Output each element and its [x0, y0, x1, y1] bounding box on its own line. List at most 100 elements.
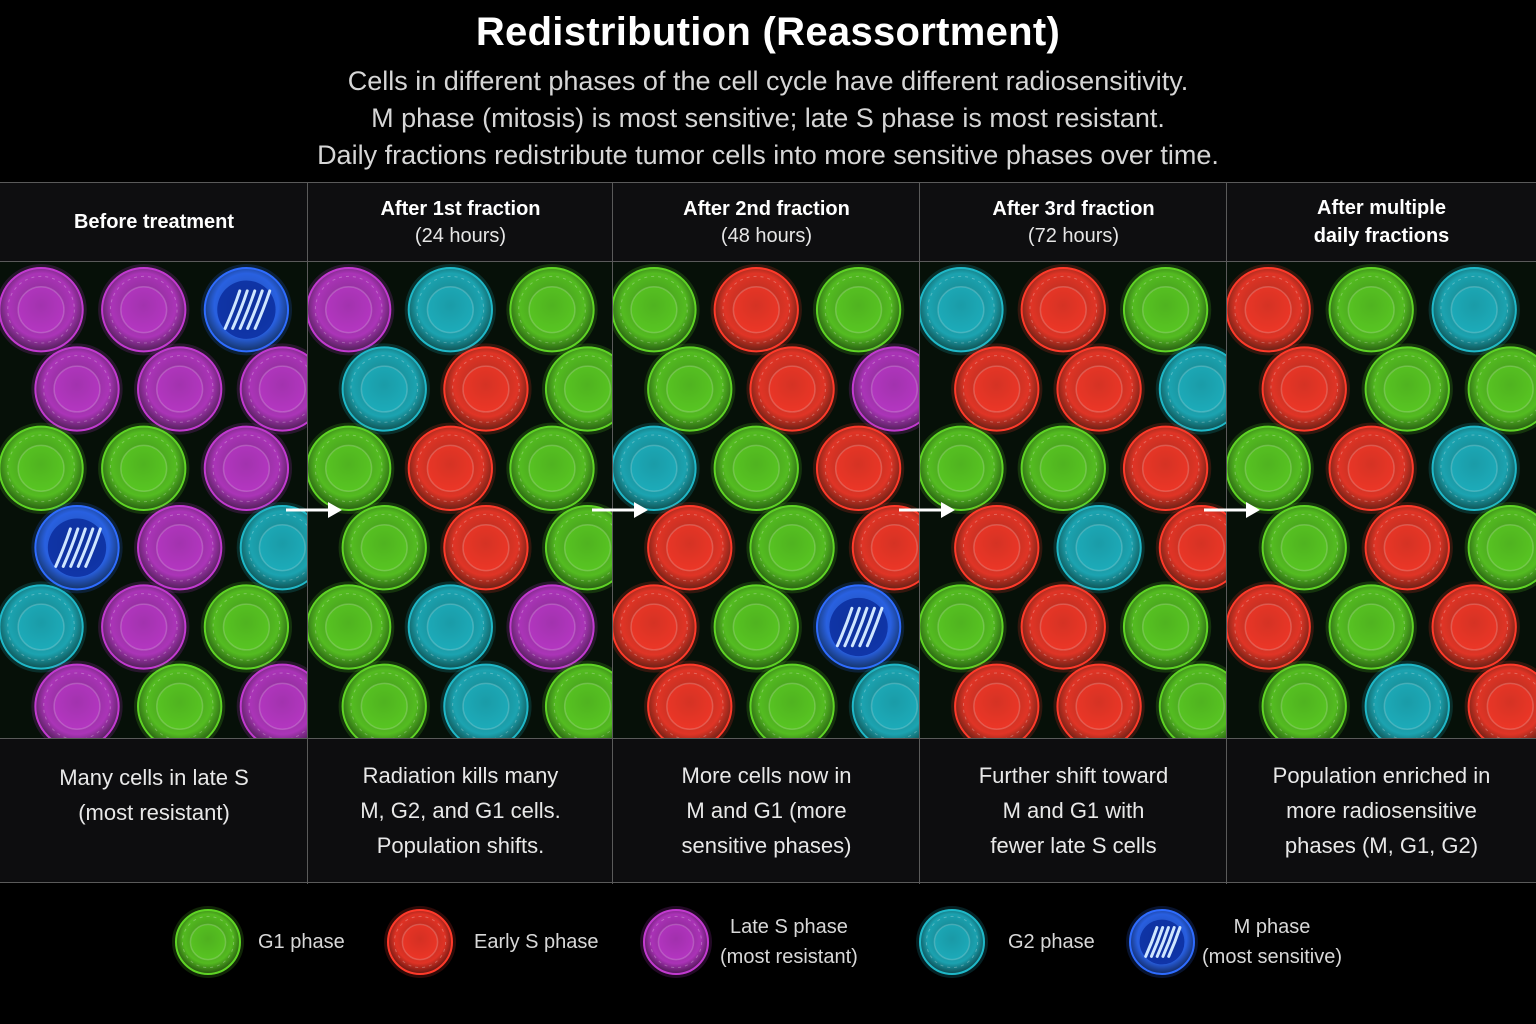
cell-earlys [812, 422, 905, 514]
column-header-multiple-fractions: After multiple daily fractions [1227, 182, 1536, 262]
cell-g2 [1428, 422, 1520, 514]
cell-m [812, 581, 905, 673]
early-s-cell-icon [384, 906, 456, 978]
cell-g1 [1119, 264, 1212, 356]
column-subtitle: (48 hours) [720, 225, 813, 247]
cell-earlys [1258, 343, 1350, 435]
cell-earlys [1227, 264, 1314, 356]
cell-g1 [920, 422, 1007, 514]
arrow-right-icon [1204, 502, 1260, 518]
cell-g1 [1258, 502, 1350, 594]
caption-text: Many cells in late S (most resistant) [59, 764, 249, 825]
caption-fraction-3: Further shift toward M and G1 with fewer… [920, 738, 1227, 883]
m-cell-icon [1126, 906, 1198, 978]
column-subtitle: daily fractions [1313, 225, 1450, 247]
cell-g1 [1325, 264, 1417, 356]
cell-g1 [1227, 422, 1314, 514]
column-title: Before treatment [73, 211, 235, 233]
cell-g2 [0, 581, 87, 673]
cell-earlys [1053, 660, 1145, 738]
cell-g1 [200, 581, 293, 673]
subtitle-line-2: M phase (mitosis) is most sensitive; lat… [371, 103, 1165, 133]
cell-g1 [1325, 581, 1417, 673]
cell-g1 [506, 264, 598, 356]
cell-lates [848, 343, 920, 435]
cell-lates [200, 422, 293, 514]
cell-field [920, 262, 1227, 738]
g1-cell-icon [172, 906, 244, 978]
cell-field [0, 262, 308, 738]
cell-earlys [1227, 581, 1314, 673]
cell-g2 [1053, 502, 1145, 594]
cell-earlys [1053, 343, 1145, 435]
legend-label: Early S phase [474, 931, 599, 953]
late-s-cell-icon [640, 906, 712, 978]
legend-item-m: M phase (most sensitive) [1124, 902, 1342, 982]
g2-cell-icon [916, 906, 988, 978]
column-divider [307, 182, 308, 884]
cell-g1 [746, 502, 838, 594]
legend-label: G2 phase [1008, 931, 1095, 953]
cell-g1 [134, 660, 226, 738]
caption-text: Further shift toward M and G1 with fewer… [978, 763, 1169, 858]
cell-lates [506, 581, 598, 673]
column-header-fraction-2: After 2nd fraction (48 hours) [613, 182, 920, 262]
cell-panel-1 [308, 262, 613, 738]
cell-lates [31, 343, 123, 435]
caption-text: Population enriched in more radiosensiti… [1272, 763, 1491, 858]
cell-g1 [710, 581, 802, 673]
cell-g1 [0, 422, 87, 514]
cell-g2 [1361, 660, 1453, 738]
cell-earlys [1119, 422, 1212, 514]
cell-earlys [951, 343, 1043, 435]
column-subtitle: (24 hours) [414, 225, 507, 247]
column-header-fraction-1: After 1st fraction (24 hours) [308, 182, 613, 262]
cell-earlys [644, 660, 736, 738]
cell-earlys [1017, 581, 1109, 673]
subtitle-line-1: Cells in different phases of the cell cy… [347, 66, 1189, 96]
cell-g2 [920, 264, 1007, 356]
cell-g1 [338, 660, 430, 738]
legend-item-g2: G2 phase [914, 902, 1095, 982]
cell-g1 [541, 660, 613, 738]
legend-item-early-s: Early S phase [382, 902, 599, 982]
column-header-before-treatment: Before treatment [0, 182, 308, 262]
column-title: After 3rd fraction [992, 198, 1155, 220]
column-divider [919, 182, 920, 884]
cell-m [31, 502, 123, 594]
column-divider [612, 182, 613, 884]
column-title: After 2nd fraction [683, 198, 850, 220]
cell-earlys [951, 502, 1043, 594]
cell-g1 [1119, 581, 1212, 673]
cell-g1 [308, 422, 395, 514]
caption-fraction-1: Radiation kills many M, G2, and G1 cells… [308, 738, 613, 883]
cell-g1 [308, 581, 395, 673]
column-header-fraction-3: After 3rd fraction (72 hours) [920, 182, 1227, 262]
legend-label: G1 phase [258, 931, 345, 953]
cell-earlys [710, 264, 802, 356]
cell-earlys [848, 502, 920, 594]
legend-label: M phase (most sensitive) [1202, 916, 1343, 968]
cell-lates [134, 502, 226, 594]
legend-item-g1: G1 phase [170, 902, 345, 982]
cell-m [200, 264, 293, 356]
cell-field [613, 262, 920, 738]
caption-text: Radiation kills many M, G2, and G1 cells… [360, 763, 561, 858]
cell-g1 [541, 502, 613, 594]
cell-earlys [1428, 581, 1520, 673]
column-title: After multiple [1317, 197, 1446, 219]
page-title: Redistribution (Reassortment) [475, 10, 1061, 54]
cell-g1 [98, 422, 190, 514]
cell-g2 [613, 422, 700, 514]
cell-g1 [1361, 343, 1453, 435]
cell-g1 [710, 422, 802, 514]
column-title: After 1st fraction [380, 198, 541, 220]
cell-g1 [812, 264, 905, 356]
cell-panel-2 [613, 262, 920, 738]
cell-field [308, 262, 613, 738]
cell-g2 [848, 660, 920, 738]
cell-g1 [1464, 502, 1536, 594]
cell-earlys [1361, 502, 1453, 594]
legend-label: Late S phase (most resistant) [720, 916, 858, 968]
cell-g2 [236, 502, 308, 594]
